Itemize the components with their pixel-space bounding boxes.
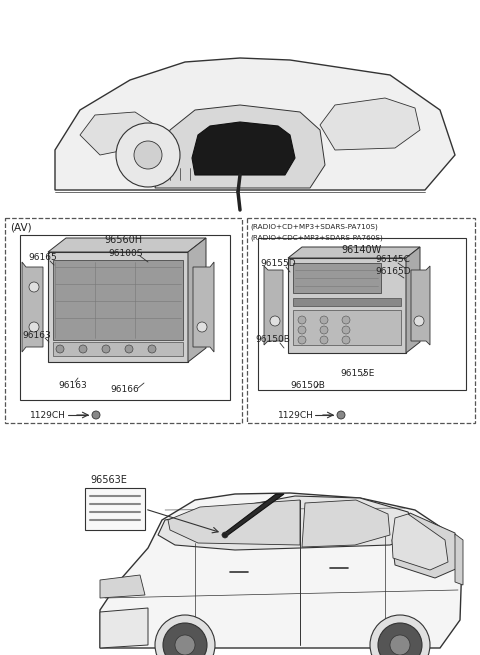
Polygon shape — [302, 500, 390, 547]
Circle shape — [320, 326, 328, 334]
Circle shape — [102, 345, 110, 353]
Polygon shape — [222, 494, 284, 535]
Polygon shape — [188, 238, 206, 362]
Circle shape — [298, 326, 306, 334]
Circle shape — [414, 316, 424, 326]
Circle shape — [29, 282, 39, 292]
Circle shape — [79, 345, 87, 353]
Circle shape — [342, 316, 350, 324]
Polygon shape — [22, 262, 43, 352]
Polygon shape — [155, 105, 325, 188]
Polygon shape — [100, 608, 148, 648]
Bar — [293, 310, 401, 345]
Text: 96165D: 96165D — [375, 267, 410, 276]
Circle shape — [320, 316, 328, 324]
Polygon shape — [100, 493, 462, 648]
Circle shape — [222, 532, 228, 538]
Circle shape — [175, 635, 195, 655]
Circle shape — [298, 336, 306, 344]
Polygon shape — [158, 496, 418, 550]
Text: (AV): (AV) — [10, 223, 32, 233]
Polygon shape — [455, 534, 463, 585]
Polygon shape — [192, 122, 295, 175]
Text: 1129CH: 1129CH — [30, 411, 66, 419]
Text: 96563E: 96563E — [90, 475, 127, 485]
Text: 96165: 96165 — [28, 253, 57, 263]
Text: 1129CH: 1129CH — [278, 411, 314, 419]
Polygon shape — [288, 247, 420, 258]
Text: 96145C: 96145C — [375, 255, 410, 265]
Polygon shape — [100, 575, 145, 598]
Polygon shape — [411, 266, 430, 345]
Bar — [20, 235, 230, 400]
Text: 96163: 96163 — [58, 381, 87, 390]
Bar — [53, 260, 183, 340]
Bar — [53, 342, 183, 356]
Bar — [48, 252, 188, 362]
Text: 96155E: 96155E — [340, 369, 374, 377]
Polygon shape — [55, 58, 455, 190]
Bar — [247, 218, 475, 423]
Circle shape — [342, 326, 350, 334]
Polygon shape — [48, 238, 206, 252]
Polygon shape — [264, 266, 283, 345]
Circle shape — [155, 615, 215, 655]
Polygon shape — [392, 513, 458, 578]
Circle shape — [320, 336, 328, 344]
Text: 96150B: 96150B — [290, 381, 325, 390]
Text: 96163: 96163 — [22, 331, 51, 339]
Circle shape — [92, 411, 100, 419]
Circle shape — [29, 322, 39, 332]
Polygon shape — [193, 262, 214, 352]
Circle shape — [337, 411, 345, 419]
Circle shape — [390, 635, 410, 655]
Bar — [293, 263, 381, 293]
Polygon shape — [406, 247, 420, 353]
Text: 96166: 96166 — [110, 386, 139, 394]
Bar — [258, 238, 466, 390]
Circle shape — [370, 615, 430, 655]
Circle shape — [125, 345, 133, 353]
Polygon shape — [392, 514, 448, 570]
Text: 96155D: 96155D — [260, 259, 296, 269]
Circle shape — [197, 322, 207, 332]
Polygon shape — [168, 500, 300, 545]
Text: (RADIO+CD+MP3+SDARS-PA710S): (RADIO+CD+MP3+SDARS-PA710S) — [250, 224, 378, 231]
Circle shape — [148, 345, 156, 353]
Circle shape — [134, 141, 162, 169]
Text: 96560H: 96560H — [104, 235, 142, 245]
Circle shape — [298, 316, 306, 324]
Circle shape — [270, 316, 280, 326]
Bar — [288, 258, 406, 353]
Text: 96140W: 96140W — [341, 245, 381, 255]
Text: 96150B: 96150B — [255, 335, 290, 345]
Circle shape — [163, 623, 207, 655]
Text: 96100S: 96100S — [108, 248, 143, 257]
Text: (RADIO+CDC+MP3+SDARS-PA760S): (RADIO+CDC+MP3+SDARS-PA760S) — [250, 234, 383, 241]
Bar — [85, 488, 145, 530]
Circle shape — [116, 123, 180, 187]
Polygon shape — [80, 112, 155, 155]
Bar — [293, 298, 401, 306]
Circle shape — [56, 345, 64, 353]
Circle shape — [342, 336, 350, 344]
Circle shape — [378, 623, 422, 655]
Bar — [5, 218, 242, 423]
Polygon shape — [320, 98, 420, 150]
